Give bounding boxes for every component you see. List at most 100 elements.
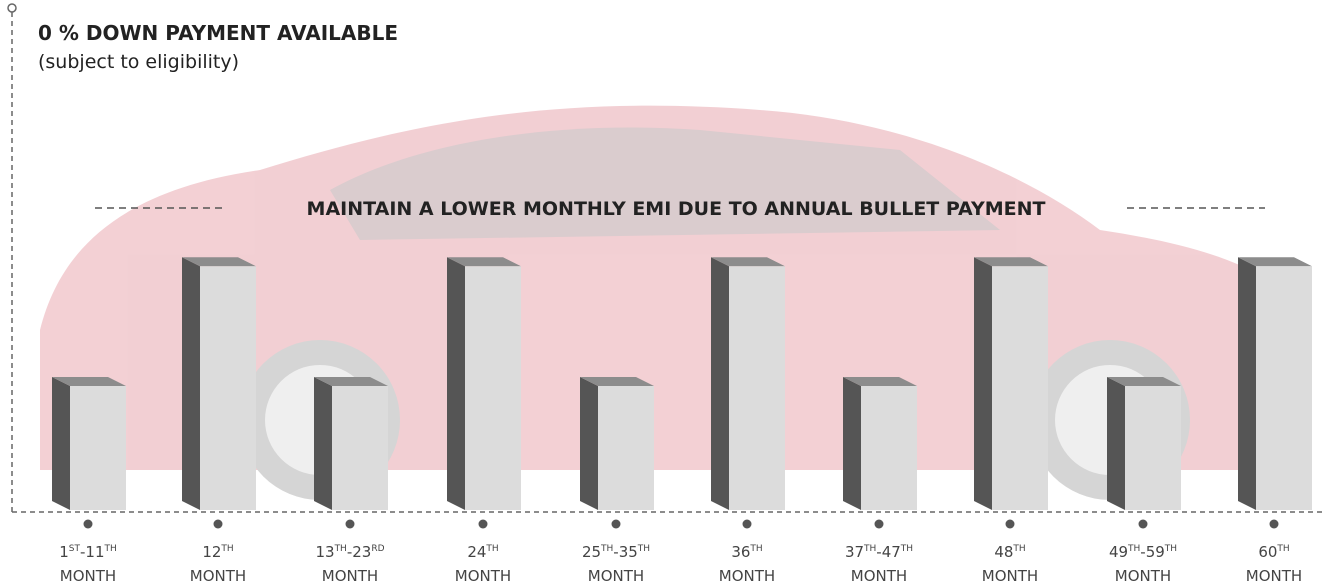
x-tick-label: 25TH-35TH xyxy=(582,543,650,561)
label-text: 60 xyxy=(1258,543,1277,561)
bar-side xyxy=(1107,377,1125,510)
superscript: TH xyxy=(220,544,233,554)
bar-side xyxy=(52,377,70,510)
bar xyxy=(182,257,256,510)
timeline-start xyxy=(7,3,17,13)
bar-top xyxy=(580,377,654,386)
bar-front xyxy=(992,266,1048,510)
label-text: -23 xyxy=(347,543,372,561)
superscript: TH xyxy=(637,544,650,554)
label-text: 49 xyxy=(1109,543,1128,561)
timeline-dot xyxy=(1138,519,1148,529)
timeline-dot xyxy=(874,519,884,529)
bar xyxy=(1107,377,1181,510)
bar xyxy=(314,377,388,510)
x-tick-label: 48TH xyxy=(994,543,1025,561)
label-text: -59 xyxy=(1140,543,1165,561)
x-tick-label: 1ST-11TH xyxy=(59,543,117,561)
timeline-dot xyxy=(1005,519,1015,529)
label-text: 25 xyxy=(582,543,601,561)
label-text: 36 xyxy=(731,543,750,561)
superscript: TH xyxy=(749,544,762,554)
x-tick-label: MONTH xyxy=(1115,567,1171,585)
bar xyxy=(52,377,126,510)
bar xyxy=(974,257,1048,510)
superscript: TH xyxy=(863,544,876,554)
label-text: 1 xyxy=(59,543,69,561)
bar-top xyxy=(447,257,521,267)
x-tick-label: 49TH-59TH xyxy=(1109,543,1177,561)
label-text: -35 xyxy=(613,543,638,561)
x-tick-label: MONTH xyxy=(1246,567,1302,585)
bar-top xyxy=(182,257,256,267)
superscript: TH xyxy=(1127,544,1140,554)
timeline-dot xyxy=(213,519,223,529)
x-tick-label: MONTH xyxy=(190,567,246,585)
bar-top xyxy=(711,257,785,267)
bar xyxy=(580,377,654,510)
superscript: TH xyxy=(334,544,347,554)
bar-top xyxy=(52,377,126,386)
bar-front xyxy=(200,266,256,510)
bar-front xyxy=(465,266,521,510)
superscript: TH xyxy=(1276,544,1289,554)
label-text: 37 xyxy=(845,543,864,561)
x-tick-label: 36TH xyxy=(731,543,762,561)
bar-top xyxy=(974,257,1048,267)
bar-side xyxy=(1238,257,1256,510)
bar-front xyxy=(598,386,654,510)
x-tick-label: 24TH xyxy=(467,543,498,561)
superscript: TH xyxy=(600,544,613,554)
bar-front xyxy=(1125,386,1181,510)
label-text: 24 xyxy=(467,543,486,561)
bar-top xyxy=(1107,377,1181,386)
timeline-dot xyxy=(611,519,621,529)
subheadline: (subject to eligibility) xyxy=(38,51,239,73)
bar xyxy=(447,257,521,510)
headline: 0 % DOWN PAYMENT AVAILABLE xyxy=(38,21,398,45)
superscript: ST xyxy=(69,544,81,554)
x-tick-label: MONTH xyxy=(455,567,511,585)
superscript: TH xyxy=(1012,544,1025,554)
superscript: TH xyxy=(104,544,117,554)
bar-side xyxy=(580,377,598,510)
bar-front xyxy=(332,386,388,510)
label-text: 13 xyxy=(315,543,334,561)
x-tick-label: MONTH xyxy=(851,567,907,585)
bar-top xyxy=(314,377,388,386)
x-tick-label: MONTH xyxy=(60,567,116,585)
superscript: TH xyxy=(485,544,498,554)
x-tick-label: 37TH-47TH xyxy=(845,543,913,561)
bar-front xyxy=(729,266,785,510)
bar-front xyxy=(70,386,126,510)
label-text: -11 xyxy=(80,543,105,561)
label-text: 48 xyxy=(994,543,1013,561)
bar-front xyxy=(1256,266,1312,510)
bar-top xyxy=(843,377,917,386)
timeline-dot xyxy=(345,519,355,529)
bar-front xyxy=(861,386,917,510)
x-tick-label: 60TH xyxy=(1258,543,1289,561)
bar xyxy=(843,377,917,510)
x-tick-label: MONTH xyxy=(322,567,378,585)
timeline-dot xyxy=(83,519,93,529)
x-tick-label: 12TH xyxy=(202,543,233,561)
bar-side xyxy=(314,377,332,510)
timeline-dot xyxy=(1269,519,1279,529)
superscript: TH xyxy=(1164,544,1177,554)
superscript: RD xyxy=(371,544,384,554)
chart-title: MAINTAIN A LOWER MONTHLY EMI DUE TO ANNU… xyxy=(307,198,1046,220)
bar-side xyxy=(711,257,729,510)
bar-side xyxy=(974,257,992,510)
bar xyxy=(1238,257,1312,510)
x-tick-label: MONTH xyxy=(982,567,1038,585)
x-tick-label: MONTH xyxy=(588,567,644,585)
label-text: 12 xyxy=(202,543,221,561)
x-tick-label: 13TH-23RD xyxy=(315,543,384,561)
superscript: TH xyxy=(900,544,913,554)
bar-top xyxy=(1238,257,1312,267)
x-tick-label: MONTH xyxy=(719,567,775,585)
bar xyxy=(711,257,785,510)
label-text: -47 xyxy=(876,543,901,561)
